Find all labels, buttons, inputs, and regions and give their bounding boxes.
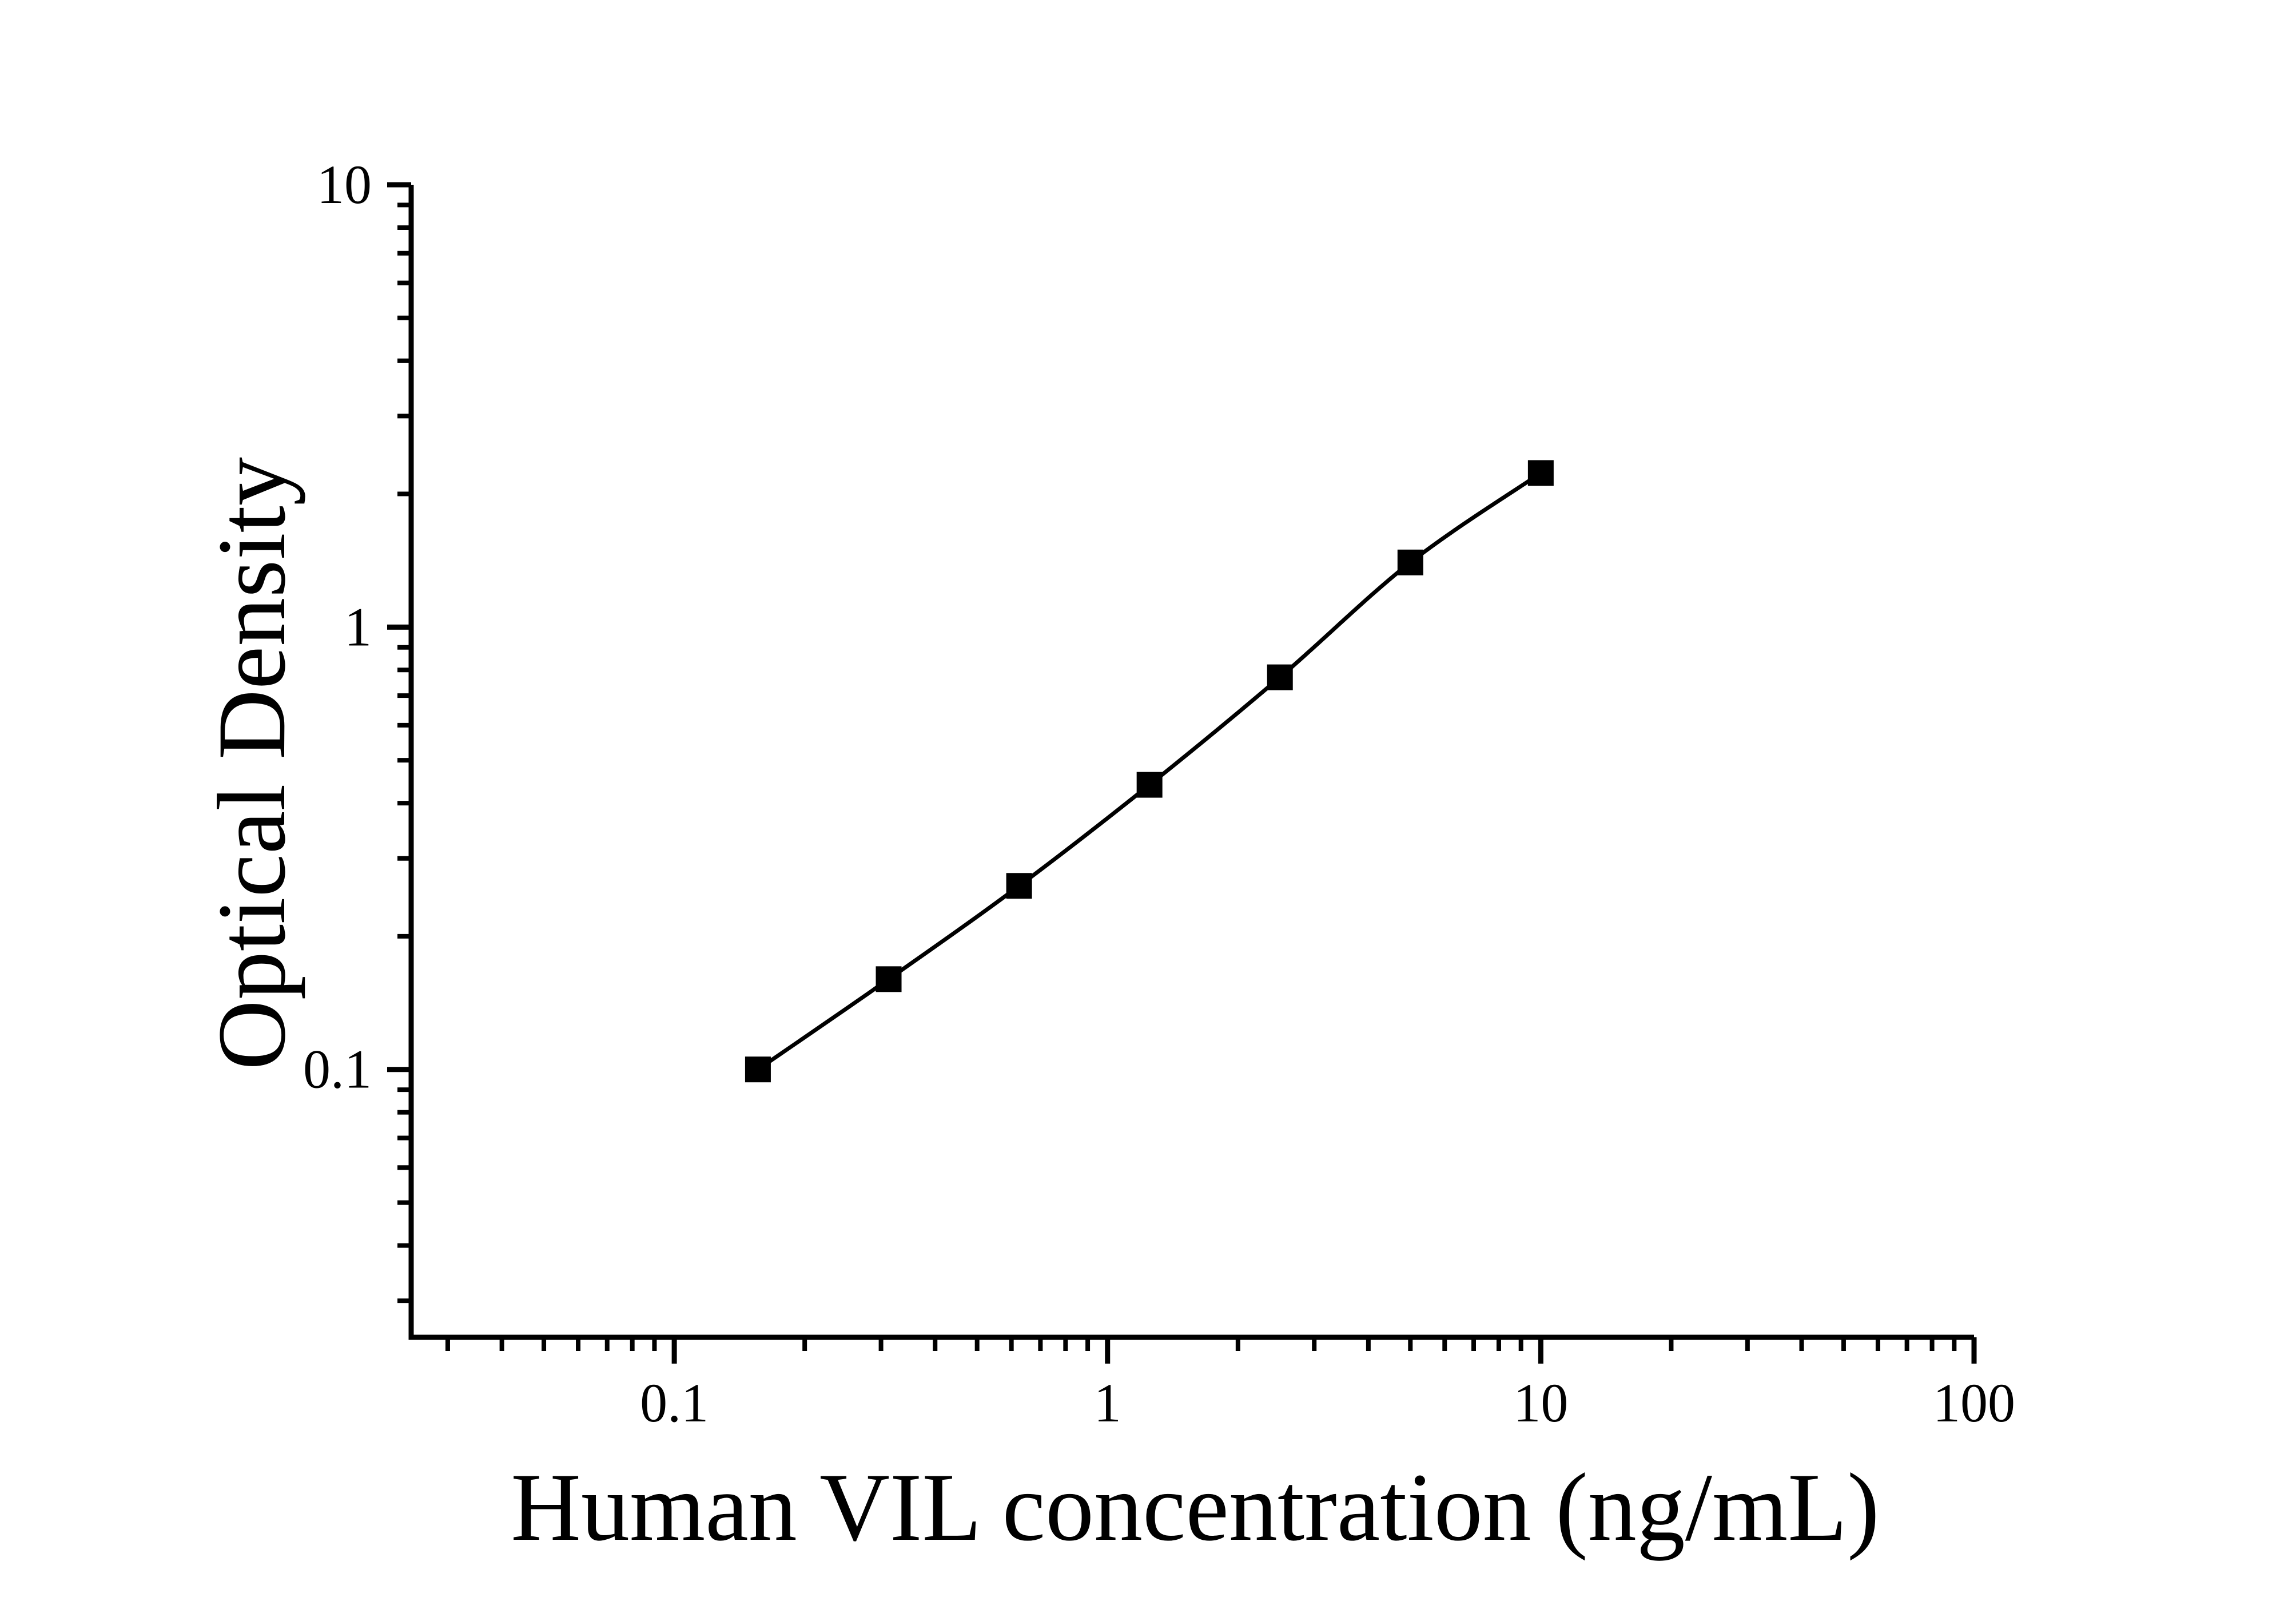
x-tick-label: 1	[1094, 1372, 1121, 1433]
data-point-marker	[1267, 664, 1293, 690]
x-tick-label: 0.1	[640, 1372, 709, 1433]
data-point-marker	[876, 966, 902, 992]
y-tick-label: 10	[317, 154, 372, 215]
x-tick-label: 10	[1513, 1372, 1568, 1433]
axes	[408, 185, 1974, 1340]
fit-curve-group	[757, 471, 1542, 1071]
data-point-marker	[1397, 549, 1423, 575]
x-tick-label: 100	[1933, 1372, 2015, 1433]
y-tick-label: 1	[344, 596, 372, 657]
tick-labels: 0.1 1 10 100 0.1 1 10	[303, 154, 2015, 1433]
data-points-group	[745, 460, 1554, 1083]
y-axis-title: Optical Density	[198, 457, 305, 1070]
axis-ticks	[387, 182, 1977, 1364]
data-point-marker	[1006, 873, 1032, 899]
data-point-marker	[1527, 460, 1554, 486]
fit-curve	[757, 471, 1542, 1071]
x-axis-title: Human VIL concentration (ng/mL)	[511, 1453, 1879, 1561]
data-point-marker	[1136, 772, 1163, 798]
y-tick-label: 0.1	[303, 1039, 372, 1100]
data-point-marker	[745, 1056, 771, 1083]
